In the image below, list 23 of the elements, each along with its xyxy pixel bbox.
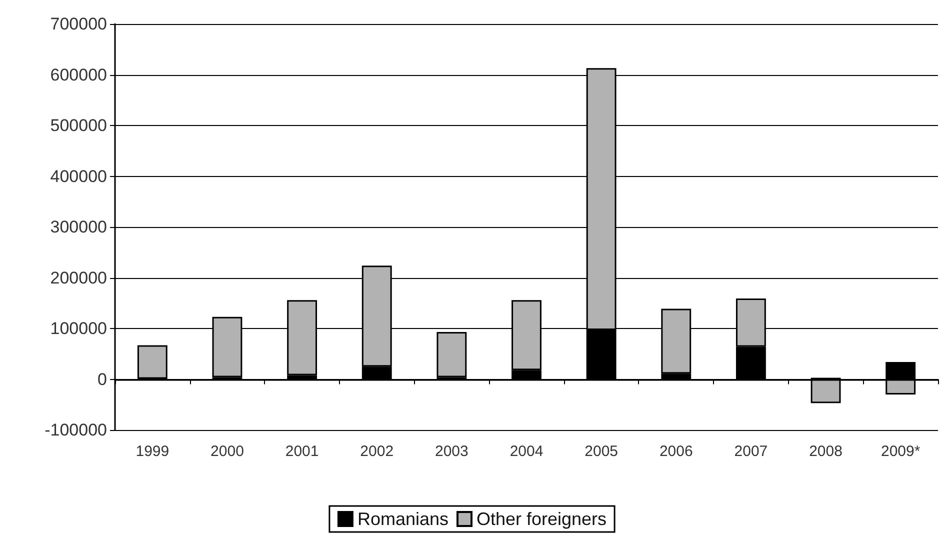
- x-tick-label: 2001: [285, 443, 319, 460]
- legend-label: Other foreigners: [476, 509, 607, 529]
- x-tick-label: 1999: [136, 443, 170, 460]
- x-tick-label: 2000: [210, 443, 244, 460]
- y-tick-label: 700000: [50, 14, 107, 34]
- x-tick-label: 2002: [360, 443, 394, 460]
- legend-label: Romanians: [357, 509, 448, 529]
- x-tick-label: 2004: [510, 443, 544, 460]
- x-tick-label: 2007: [734, 443, 768, 460]
- x-tick-label: 2005: [584, 443, 618, 460]
- x-tick-label: 2006: [659, 443, 693, 460]
- bar: [436, 332, 467, 378]
- y-tick-label: 300000: [50, 218, 107, 236]
- y-tick-label: -100000: [44, 420, 107, 440]
- y-tick-label: 500000: [50, 116, 107, 135]
- x-tick-label: 2008: [809, 443, 842, 460]
- y-tick-label: 200000: [50, 268, 107, 288]
- y-tick-label: 0: [98, 370, 107, 389]
- y-tick-label: 400000: [50, 166, 107, 186]
- x-tick-label: 2009*: [880, 443, 920, 460]
- y-tick-label: 100000: [50, 319, 107, 338]
- x-tick-label: 2003: [434, 443, 468, 460]
- y-tick-label: 600000: [50, 65, 107, 84]
